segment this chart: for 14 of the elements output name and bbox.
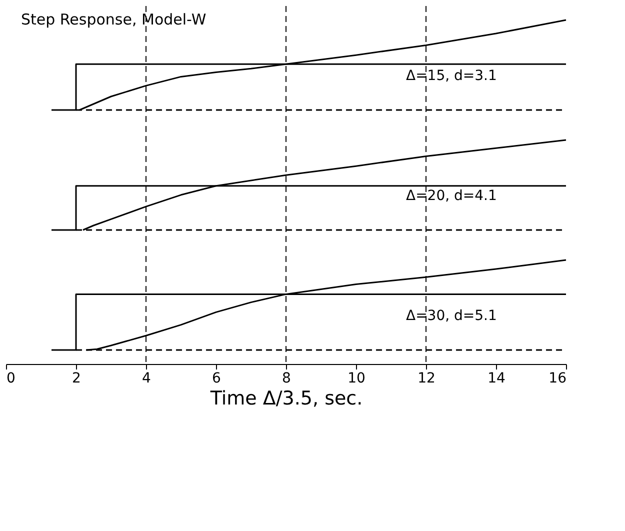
x-tick-label: 0 [6,370,16,386]
x-tick-label: 14 [488,370,506,386]
x-tick-label: 16 [548,370,567,386]
x-tick-label: 2 [72,370,81,386]
annotation: Δ=15, d=3.1 [406,68,497,84]
chart-title: Step Response, Model-W [21,10,206,28]
x-axis-title: Time Δ/3.5, sec. [209,388,363,410]
x-tick-label: 10 [348,370,366,386]
annotation: Δ=30, d=5.1 [406,308,497,324]
x-tick-label: 6 [212,370,222,386]
x-tick-label: 12 [418,370,436,386]
x-tick-label: 4 [142,370,152,386]
x-tick-label: 8 [282,370,291,386]
annotation: Δ=20, d=4.1 [406,188,497,204]
